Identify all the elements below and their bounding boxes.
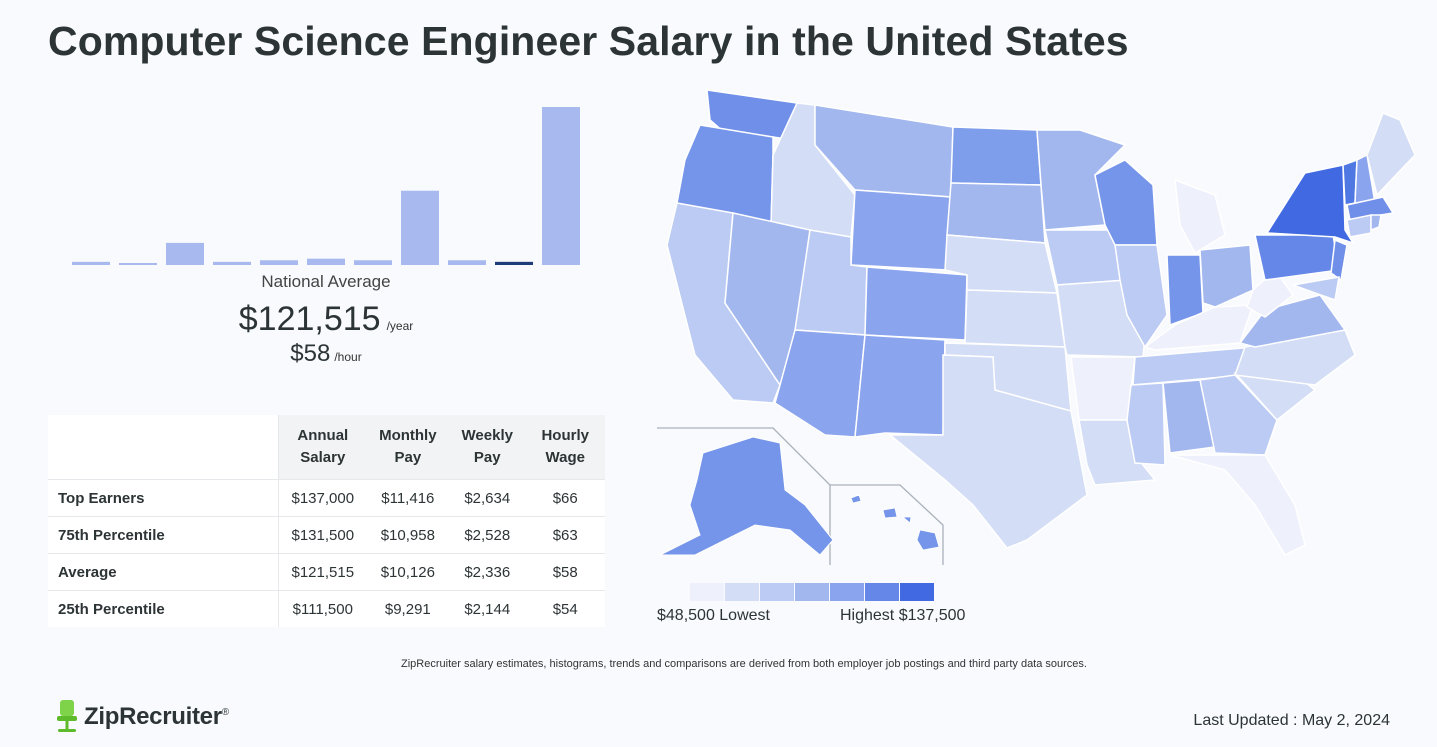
data-source-note: ZipRecruiter salary estimates, histogram… xyxy=(401,658,1087,670)
legend-low-label: $48,500 Lowest xyxy=(657,607,770,624)
cell-hourly: $63 xyxy=(525,516,605,554)
cell-weekly: $2,336 xyxy=(449,553,526,591)
state-arkansas xyxy=(1070,356,1136,421)
legend-swatch-3 xyxy=(760,583,794,601)
row-label: 25th Percentile xyxy=(48,590,279,627)
row-label: Top Earners xyxy=(48,479,279,517)
table-row: Average $121,515 $10,126 $2,336 $58 xyxy=(48,553,605,591)
state-michigan xyxy=(1174,178,1226,255)
salary-histogram xyxy=(72,107,580,265)
histogram-bar-2 xyxy=(119,263,157,265)
us-salary-map xyxy=(657,89,1415,565)
col-hourly-wage: Hourly Wage xyxy=(525,415,605,480)
state-new-mexico xyxy=(854,334,946,438)
legend-swatch-6 xyxy=(865,583,899,601)
cell-annual: $131,500 xyxy=(277,516,367,554)
brand-registered-mark: ® xyxy=(221,706,230,718)
cell-hourly: $58 xyxy=(525,553,605,591)
histogram-bar-5 xyxy=(260,260,298,265)
row-label: 75th Percentile xyxy=(48,516,279,554)
cell-annual: $121,515 xyxy=(277,553,367,591)
cell-monthly: $9,291 xyxy=(366,590,450,627)
legend-swatch-5 xyxy=(830,583,864,601)
table-header-row: Annual Salary Monthly Pay Weekly Pay Hou… xyxy=(48,415,605,480)
cell-hourly: $66 xyxy=(525,479,605,517)
state-north-dakota xyxy=(950,126,1042,186)
state-hawaii xyxy=(850,494,940,551)
map-legend xyxy=(690,583,934,601)
col-weekly-pay: Weekly Pay xyxy=(449,415,526,480)
hourly-unit: /hour xyxy=(334,350,362,364)
annual-average: $121,515/year xyxy=(0,300,652,339)
histogram-bar-10 xyxy=(495,261,533,265)
hourly-average-value: $58 xyxy=(290,340,331,367)
hourly-average: $58/hour xyxy=(0,340,652,368)
state-south-dakota xyxy=(946,182,1046,244)
legend-high-label: Highest $137,500 xyxy=(840,607,966,624)
page-title: Computer Science Engineer Salary in the … xyxy=(48,18,1129,64)
histogram-bar-7 xyxy=(354,260,392,265)
state-florida xyxy=(1169,454,1306,556)
state-colorado xyxy=(864,266,968,341)
cell-annual: $137,000 xyxy=(277,479,367,517)
cell-annual: $111,500 xyxy=(277,590,367,627)
table-corner xyxy=(48,415,279,480)
state-new-york xyxy=(1265,164,1355,245)
legend-swatch-4 xyxy=(795,583,829,601)
histogram-bar-8 xyxy=(401,190,439,265)
state-texas xyxy=(887,354,1088,549)
histogram-bar-4 xyxy=(213,261,251,265)
col-annual-salary: Annual Salary xyxy=(277,415,367,480)
cell-monthly: $10,126 xyxy=(366,553,450,591)
state-pennsylvania xyxy=(1254,234,1340,281)
national-average-label: National Average xyxy=(261,272,391,291)
cell-weekly: $2,634 xyxy=(449,479,526,517)
histogram-bar-11 xyxy=(542,107,580,265)
state-wyoming xyxy=(850,189,952,271)
histogram-bar-3 xyxy=(166,242,204,265)
annual-unit: /year xyxy=(386,319,414,333)
last-updated: Last Updated : May 2, 2024 xyxy=(1193,712,1390,729)
col-monthly-pay: Monthly Pay xyxy=(366,415,450,480)
state-kansas xyxy=(964,289,1066,348)
state-maine xyxy=(1366,112,1415,197)
table-row: 75th Percentile $131,500 $10,958 $2,528 … xyxy=(48,516,605,554)
table-row: Top Earners $137,000 $11,416 $2,634 $66 xyxy=(48,479,605,517)
ziprecruiter-logo[interactable]: ZipRecruiter ® xyxy=(56,700,229,734)
state-new-jersey xyxy=(1330,238,1348,282)
cell-weekly: $2,144 xyxy=(449,590,526,627)
state-rhode-island xyxy=(1370,214,1382,232)
cell-monthly: $10,958 xyxy=(366,516,450,554)
cell-weekly: $2,528 xyxy=(449,516,526,554)
state-maryland xyxy=(1290,276,1340,302)
legend-swatch-2 xyxy=(725,583,759,601)
annual-average-value: $121,515 xyxy=(238,300,381,338)
salary-table: Annual Salary Monthly Pay Weekly Pay Hou… xyxy=(48,415,605,627)
brand-name: ZipRecruiter xyxy=(84,703,222,730)
cell-hourly: $54 xyxy=(525,590,605,627)
state-ohio xyxy=(1199,244,1254,308)
row-label: Average xyxy=(48,553,279,591)
chair-icon xyxy=(57,700,77,732)
histogram-bar-1 xyxy=(72,261,110,265)
cell-monthly: $11,416 xyxy=(366,479,450,517)
legend-swatch-7 xyxy=(900,583,934,601)
table-row: 25th Percentile $111,500 $9,291 $2,144 $… xyxy=(48,590,605,627)
histogram-bar-6 xyxy=(307,258,345,265)
state-mississippi xyxy=(1126,382,1166,466)
histogram-bar-9 xyxy=(448,260,486,265)
state-alaska xyxy=(659,436,834,556)
legend-swatch-1 xyxy=(690,583,724,601)
map-insets xyxy=(657,427,944,565)
state-georgia xyxy=(1199,374,1278,456)
state-connecticut xyxy=(1346,214,1372,238)
